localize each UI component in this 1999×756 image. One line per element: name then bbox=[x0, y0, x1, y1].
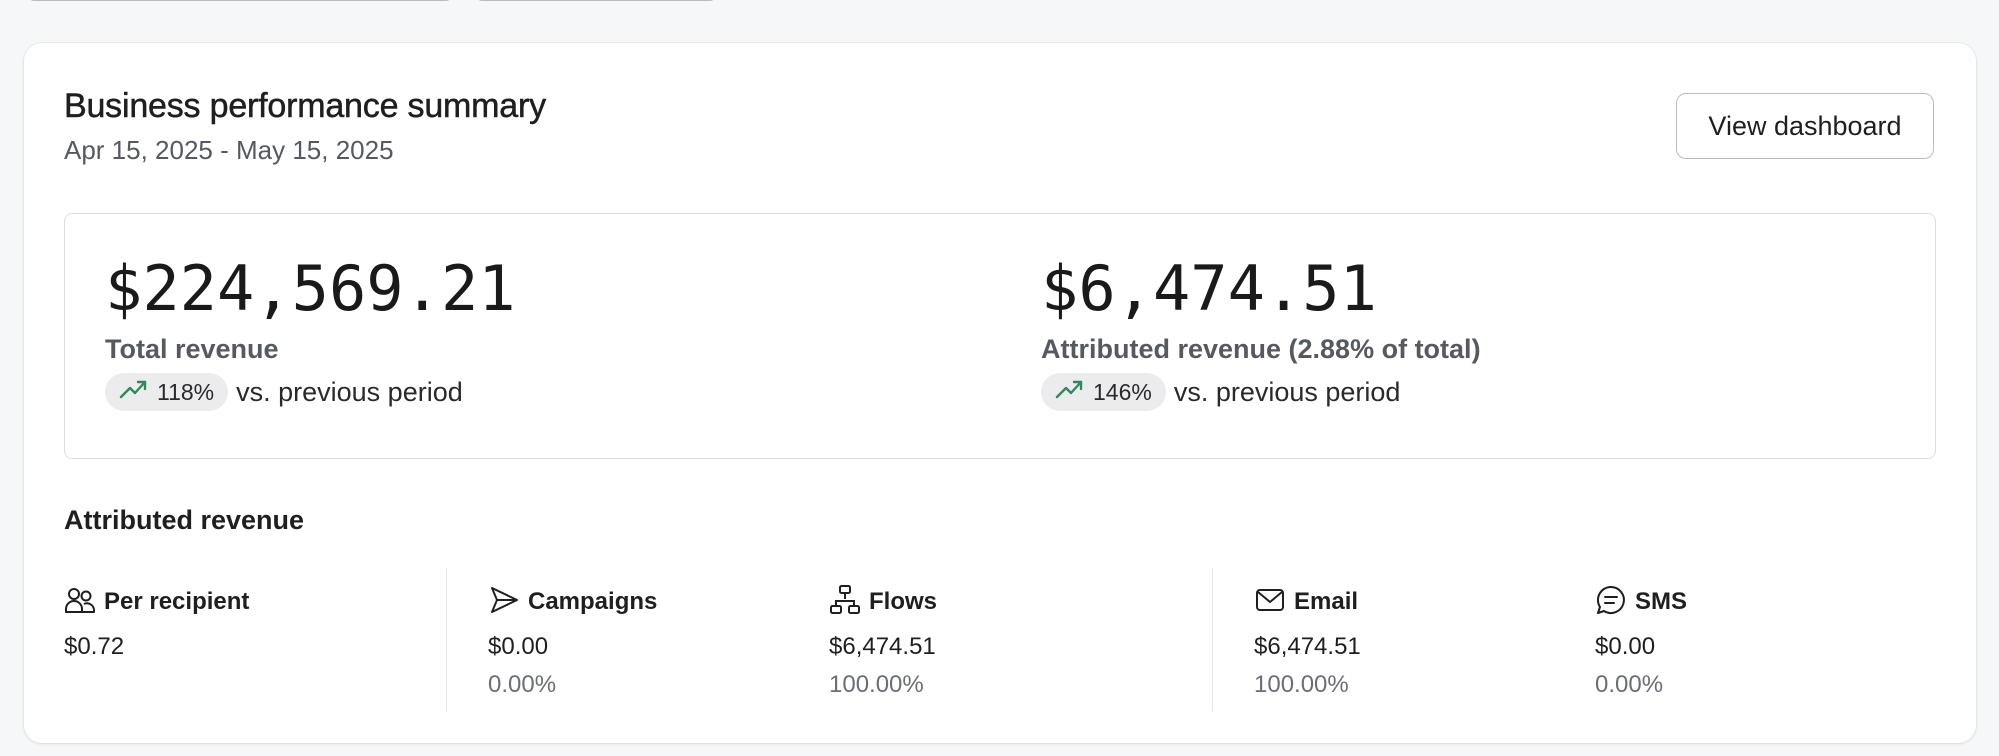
partial-tab-right[interactable] bbox=[476, 0, 716, 1]
stat-flows: Flows $6,474.51 100.00% bbox=[829, 583, 937, 699]
total-revenue-label: Total revenue bbox=[105, 334, 279, 364]
stat-value: $0.00 bbox=[1595, 633, 1656, 660]
stat-name: Campaigns bbox=[528, 588, 658, 615]
stat-name: Email bbox=[1294, 588, 1359, 615]
stat-per-recipient: Per recipient $0.72 bbox=[64, 583, 249, 661]
stat-sms: SMS $0.00 0.00% bbox=[1595, 583, 1687, 699]
attributed-revenue-heading: Attributed revenue bbox=[64, 505, 305, 535]
stat-percent: 0.00% bbox=[488, 671, 557, 698]
total-revenue-metric: $224,569.21 Total revenue 118% vs. previ… bbox=[105, 254, 516, 411]
trending-up-icon bbox=[1055, 378, 1085, 406]
mail-icon bbox=[1254, 584, 1286, 621]
flow-icon bbox=[829, 584, 861, 621]
stat-name: Flows bbox=[869, 588, 938, 615]
comparison-text: vs. previous period bbox=[1173, 376, 1401, 407]
performance-summary-card: Business performance summary Apr 15, 202… bbox=[24, 43, 1976, 743]
change-badge: 146% bbox=[1041, 373, 1166, 411]
attributed-revenue-label: Attributed revenue (2.88% of total) bbox=[1041, 334, 1481, 364]
date-range: Apr 15, 2025 - May 15, 2025 bbox=[64, 135, 394, 165]
total-revenue-delta: 118% vs. previous period bbox=[105, 373, 516, 411]
chat-icon bbox=[1595, 584, 1627, 621]
stat-name: Per recipient bbox=[104, 588, 250, 615]
stat-value: $6,474.51 bbox=[829, 633, 936, 660]
comparison-text: vs. previous period bbox=[236, 376, 463, 407]
stat-percent: 100.00% bbox=[1254, 671, 1349, 698]
partial-tab-left[interactable] bbox=[28, 0, 452, 1]
divider bbox=[1212, 568, 1213, 711]
attributed-revenue-amount: $6,474.51 bbox=[1041, 252, 1377, 325]
stat-value: $0.72 bbox=[64, 633, 125, 660]
send-icon bbox=[488, 584, 520, 621]
page-title: Business performance summary bbox=[64, 87, 547, 126]
change-percent: 118% bbox=[157, 378, 215, 405]
change-badge: 118% bbox=[105, 373, 229, 411]
view-dashboard-button[interactable]: View dashboard bbox=[1676, 93, 1934, 159]
stat-value: $6,474.51 bbox=[1254, 633, 1361, 660]
people-icon bbox=[64, 584, 96, 621]
total-revenue-amount: $224,569.21 bbox=[105, 252, 516, 325]
divider bbox=[446, 568, 447, 711]
stat-value: $0.00 bbox=[488, 633, 549, 660]
stat-email: Email $6,474.51 100.00% bbox=[1254, 583, 1361, 699]
stat-percent: 100.00% bbox=[829, 671, 924, 698]
revenue-summary-box: $224,569.21 Total revenue 118% vs. previ… bbox=[64, 213, 1936, 459]
stat-campaigns: Campaigns $0.00 0.00% bbox=[488, 583, 657, 699]
change-percent: 146% bbox=[1093, 378, 1152, 405]
stat-percent: 0.00% bbox=[1595, 671, 1664, 698]
trending-up-icon bbox=[119, 378, 149, 406]
attributed-revenue-delta: 146% vs. previous period bbox=[1041, 373, 1481, 411]
attributed-revenue-metric: $6,474.51 Attributed revenue (2.88% of t… bbox=[1041, 254, 1481, 411]
stat-name: SMS bbox=[1635, 588, 1688, 615]
